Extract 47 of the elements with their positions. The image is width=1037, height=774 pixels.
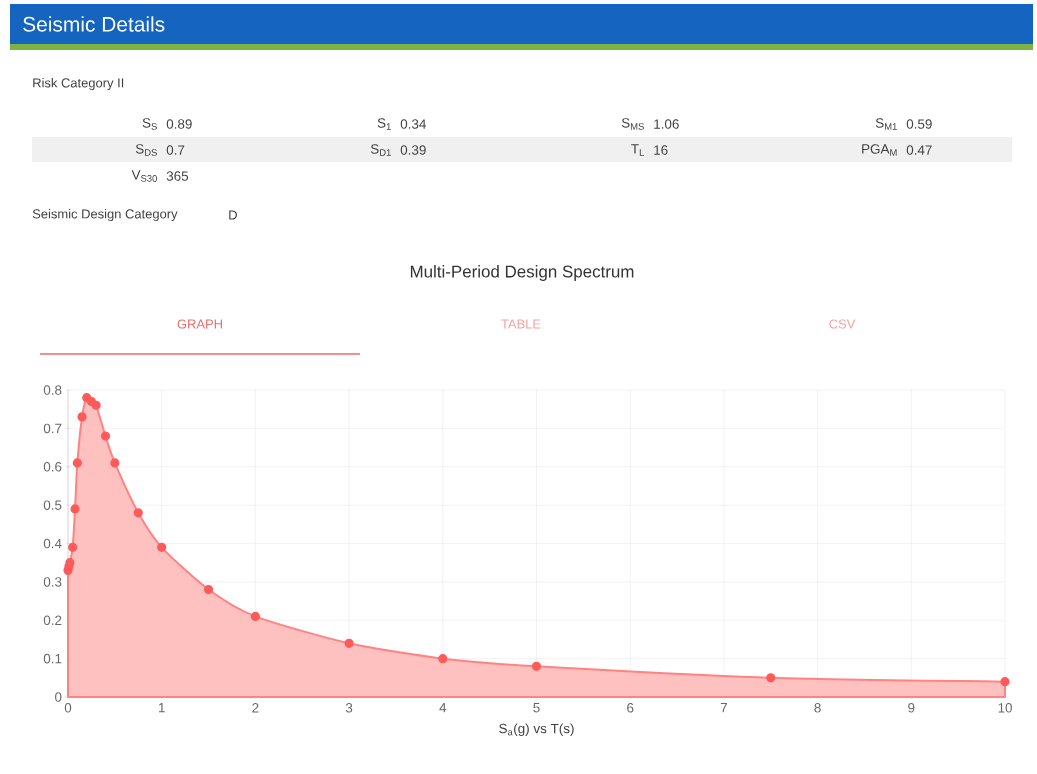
text: T$_{L}$ [631,144,644,156]
y-tick-label: 0.7 [43,423,62,434]
text: 0.47 [906,145,932,155]
y-tick-label: 0.4 [43,538,62,549]
text: 0.7 [166,145,185,155]
x-tick-label: 8 [814,703,821,713]
x-tick-label: 9 [908,703,915,713]
text: 365 [166,171,189,181]
text: 0.59 [906,119,932,129]
text: S$_{1}$ [377,118,391,130]
text: 0.89 [166,119,192,129]
text: 0.39 [400,145,426,155]
y-tick-label: 0.6 [43,462,62,472]
text: Seismic Details [23,16,165,32]
text: PGA$_{M}$ [862,144,897,156]
x-axis-title: S$_{a}$(g) vs T(s) [499,723,574,736]
text: Risk Category II [33,77,124,91]
text: GRAPH [177,319,222,329]
text: TABLE [501,319,541,329]
x-tick-label: 1 [158,703,165,713]
chart-title: Multi-Period Design Spectrum [410,265,634,281]
text: 16 [654,145,668,155]
y-tick-label: 0.8 [43,385,62,395]
y-tick-label: 0 [55,692,62,702]
y-tick-label: 0.5 [43,500,62,510]
x-tick-label: 5 [533,703,540,713]
text: D [229,210,237,220]
x-tick-label: 6 [627,703,634,713]
y-tick-label: 0.3 [43,577,62,587]
text: S$_{D1}$ [370,144,391,156]
text: S$_{MS}$ [621,118,644,130]
x-tick-label: 0 [64,703,72,713]
x-tick-label: 2 [252,703,259,713]
text: S$_{DS}$ [135,144,157,156]
text: S$_{S}$ [142,118,157,130]
text: CSV [829,319,856,329]
x-tick-label: 10 [998,703,1012,713]
x-tick-label: 3 [345,703,353,713]
text: S$_{M1}$ [875,118,897,130]
text: 1.06 [654,119,679,129]
x-tick-label: 4 [439,703,447,713]
text: V$_{S30}$ [131,170,157,182]
text: 0.34 [400,119,426,129]
x-tick-label: 7 [720,703,727,713]
text: Seismic Design Category [32,208,178,222]
y-tick-label: 0.2 [43,615,62,626]
y-tick-label: 0.1 [43,653,62,664]
